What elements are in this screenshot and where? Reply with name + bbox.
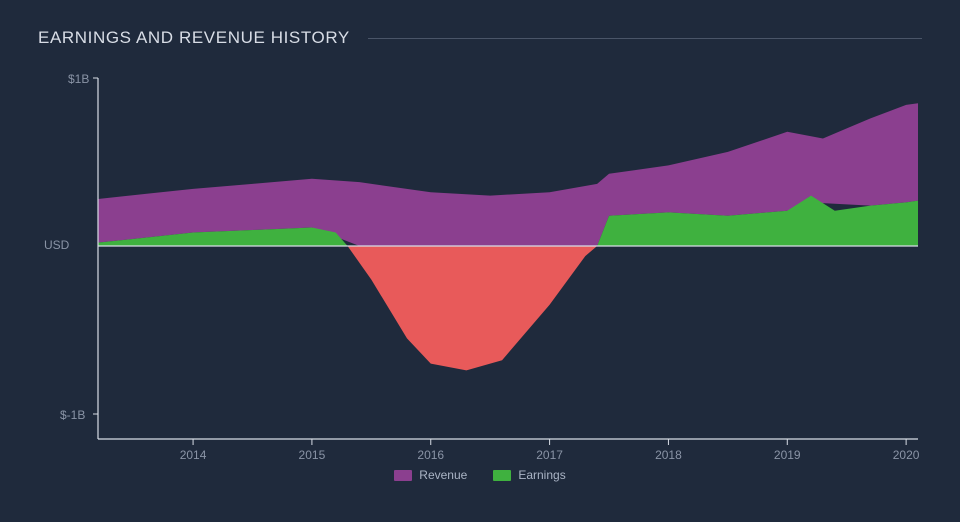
legend: Revenue Earnings <box>38 468 922 482</box>
x-tick-label: 2020 <box>893 448 920 462</box>
y-tick-bottom: $-1B <box>60 408 85 422</box>
x-tick-label: 2018 <box>655 448 682 462</box>
x-axis-labels: 2014 2015 2016 2017 2018 2019 2020 <box>98 448 918 464</box>
x-tick-label: 2019 <box>774 448 801 462</box>
x-tick-label: 2017 <box>536 448 563 462</box>
plot-svg <box>98 66 918 446</box>
y-tick-top: $1B <box>68 72 89 86</box>
legend-swatch-revenue <box>394 470 412 481</box>
title-row: EARNINGS AND REVENUE HISTORY <box>38 28 922 48</box>
legend-swatch-earnings <box>493 470 511 481</box>
legend-label-earnings: Earnings <box>518 468 565 482</box>
title-divider <box>368 38 922 39</box>
legend-item-revenue: Revenue <box>394 468 467 482</box>
legend-item-earnings: Earnings <box>493 468 565 482</box>
x-tick-label: 2015 <box>299 448 326 462</box>
legend-label-revenue: Revenue <box>419 468 467 482</box>
x-tick-label: 2016 <box>417 448 444 462</box>
chart-title: EARNINGS AND REVENUE HISTORY <box>38 28 350 48</box>
chart-container: EARNINGS AND REVENUE HISTORY USD $1B $-1… <box>0 0 960 496</box>
plot-region <box>98 66 918 446</box>
y-axis-label: USD <box>44 238 69 252</box>
chart-area: USD $1B $-1B 2014 2015 2016 2017 2018 2019 202… <box>38 66 922 476</box>
x-tick-label: 2014 <box>180 448 207 462</box>
earnings-negative-area <box>348 246 598 370</box>
